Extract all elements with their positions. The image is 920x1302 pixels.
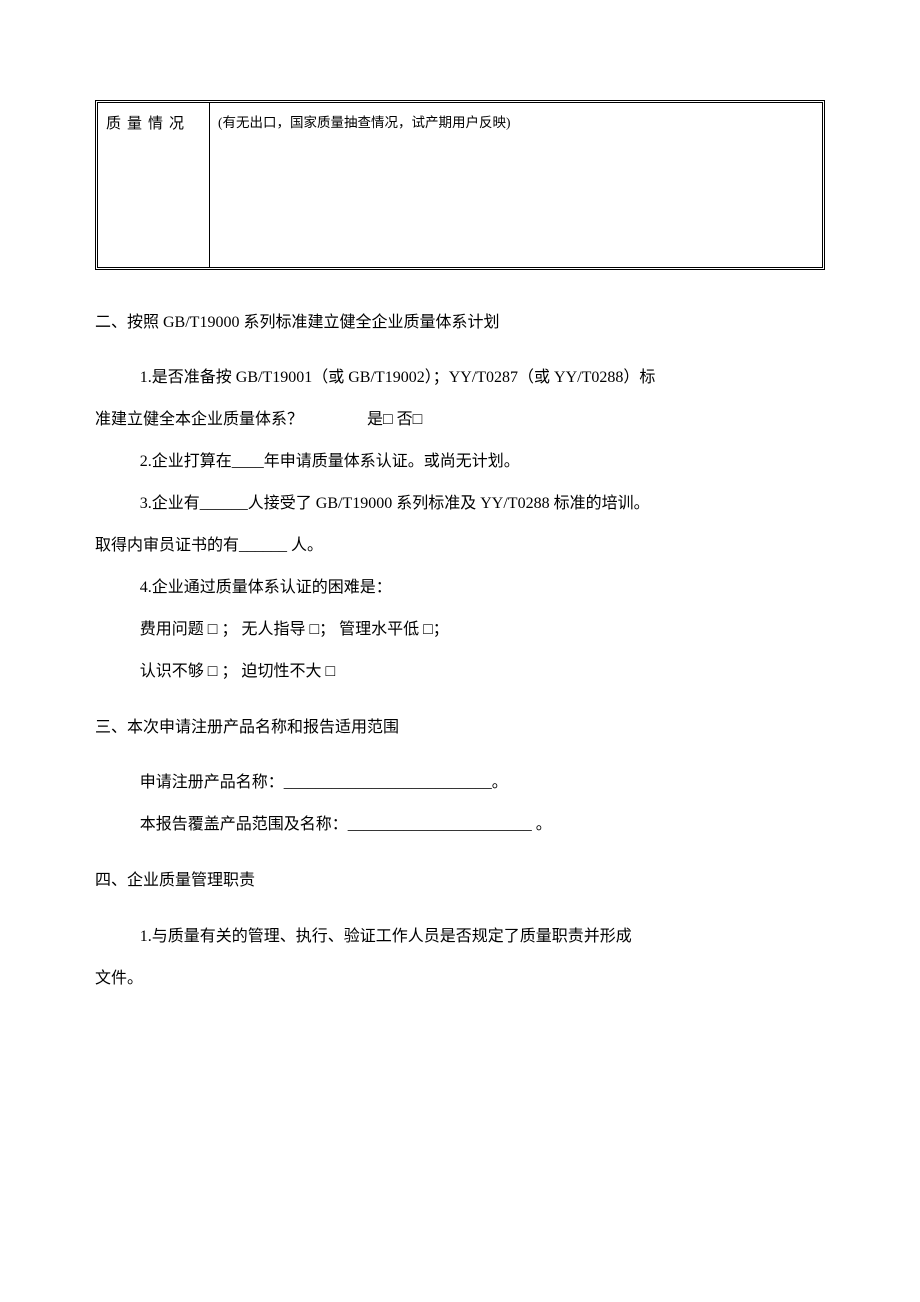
s2-item2: 2.企业打算在____年申请质量体系认证。或尚无计划。 xyxy=(95,442,825,482)
quality-table: 质量情况 (有无出口，国家质量抽查情况，试产期用户反映) xyxy=(95,100,825,270)
table-left-label: 质量情况 xyxy=(106,116,190,132)
section-2-heading: 二、按照 GB/T19000 系列标准建立健全企业质量体系计划 xyxy=(95,305,825,340)
s4-item1-line1: 1.与质量有关的管理、执行、验证工作人员是否规定了质量职责并形成 xyxy=(95,917,825,957)
s4-item1-line2: 文件。 xyxy=(95,959,825,999)
table-left-cell: 质量情况 xyxy=(98,103,210,267)
s2-item1-line1: 1.是否准备按 GB/T19001（或 GB/T19002）；YY/T0287（… xyxy=(95,358,825,398)
s2-item4-opts2: 认识不够 □ ； 迫切性不大 □ xyxy=(95,652,825,692)
s3-line2: 本报告覆盖产品范围及名称：_______________________ 。 xyxy=(95,805,825,845)
s2-item3-line2: 取得内审员证书的有______ 人。 xyxy=(95,526,825,566)
table-right-cell: (有无出口，国家质量抽查情况，试产期用户反映) xyxy=(210,103,822,267)
s2-item4: 4.企业通过质量体系认证的困难是： xyxy=(95,568,825,608)
section-4-heading: 四、企业质量管理职责 xyxy=(95,863,825,898)
s2-item1-line2: 准建立健全本企业质量体系？ 是□ 否□ xyxy=(95,400,825,440)
s2-item3-line1: 3.企业有______人接受了 GB/T19000 系列标准及 YY/T0288… xyxy=(95,484,825,524)
s2-item4-opts1: 费用问题 □ ； 无人指导 □； 管理水平低 □； xyxy=(95,610,825,650)
section-3-heading: 三、本次申请注册产品名称和报告适用范围 xyxy=(95,710,825,745)
s3-line1: 申请注册产品名称：__________________________。 xyxy=(95,763,825,803)
table-right-note: (有无出口，国家质量抽查情况，试产期用户反映) xyxy=(218,115,511,130)
